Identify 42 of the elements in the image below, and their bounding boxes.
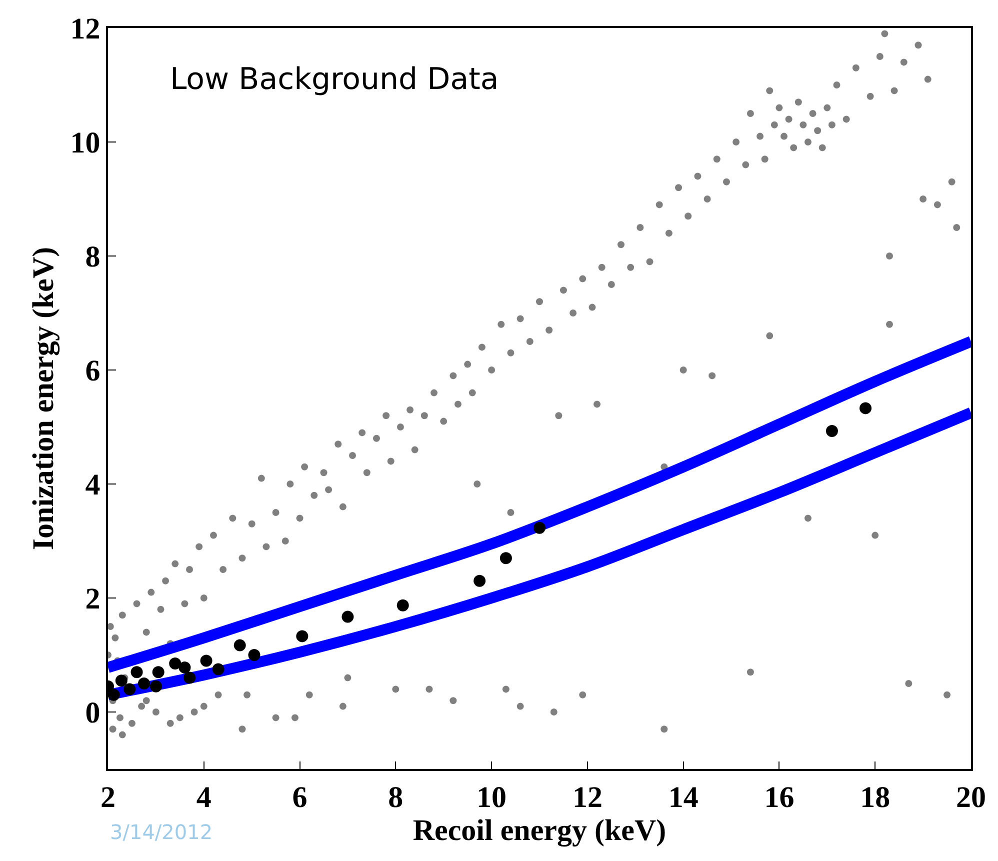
x-tick-label: 12 — [572, 780, 602, 814]
point — [248, 649, 260, 661]
point — [234, 639, 246, 652]
point — [184, 672, 196, 684]
point — [342, 610, 354, 623]
point — [212, 663, 224, 676]
y-axis-title: Ionization energy (keV) — [26, 246, 60, 550]
point — [124, 683, 136, 696]
text: 3/14/2012 — [110, 820, 213, 844]
point — [396, 599, 409, 612]
point — [130, 666, 143, 678]
point — [178, 662, 191, 674]
point — [169, 658, 182, 670]
y-tick-label: 10 — [70, 126, 100, 160]
x-tick-label: 20 — [956, 780, 986, 814]
x-tick-label: 10 — [476, 780, 507, 814]
point — [152, 666, 164, 678]
point — [115, 674, 128, 687]
y-tick-label: 6 — [85, 354, 100, 388]
point — [826, 424, 838, 437]
x-tick-label: 6 — [292, 780, 308, 814]
x-tick-label: 4 — [196, 780, 212, 814]
annotation: Low Background Data — [170, 62, 499, 97]
x-tick-label: 16 — [764, 780, 794, 814]
x-axis-title: Recoil energy (keV) — [412, 814, 666, 847]
point — [296, 630, 308, 642]
point — [138, 678, 150, 690]
y-tick-label: 4 — [85, 468, 100, 502]
x-tick-label: 8 — [388, 780, 404, 814]
point — [500, 552, 512, 564]
y-tick-label: 12 — [70, 12, 100, 46]
y-tick-label: 0 — [85, 696, 100, 730]
y-tick-label: 2 — [85, 582, 100, 616]
x-tick-label: 14 — [668, 780, 698, 814]
point — [860, 402, 872, 414]
point — [108, 688, 120, 701]
point — [534, 522, 546, 534]
point — [150, 680, 162, 692]
y-tick-label: 8 — [85, 240, 100, 274]
point — [200, 654, 212, 667]
x-tick-label: 18 — [860, 780, 890, 814]
point — [474, 574, 486, 587]
